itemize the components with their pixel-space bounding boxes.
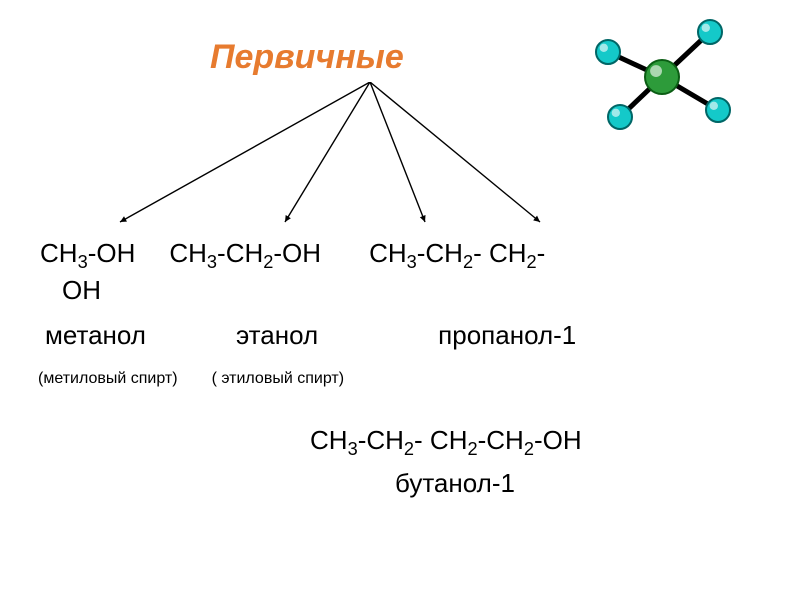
formula-item: CH3-CH2- CH2-	[369, 238, 545, 268]
subname-row: (метиловый спирт) ( этиловый спирт)	[38, 370, 778, 388]
butanol-formula: CH3-CH2- CH2-CH2-OH	[310, 425, 582, 460]
name-item: пропанол-1	[438, 320, 576, 350]
name-item: этанол	[236, 320, 318, 350]
name-item: метанол	[45, 320, 146, 350]
formula-item: CH3-CH2-OH	[169, 238, 321, 268]
name-row: метанол этанол пропанол-1	[45, 320, 785, 351]
formula-row: CH3-OH CH3-CH2-OH CH3-CH2- CH2-	[40, 238, 780, 273]
page-title: Первичные	[210, 38, 404, 77]
subname-item: ( этиловый спирт)	[212, 370, 344, 387]
subname-item: (метиловый спирт)	[38, 370, 178, 387]
butanol-name: бутанол-1	[395, 468, 515, 499]
diagram-arrows	[70, 82, 630, 232]
formula-dangling-oh: OH	[62, 275, 101, 306]
formula-item: CH3-OH	[40, 238, 135, 268]
